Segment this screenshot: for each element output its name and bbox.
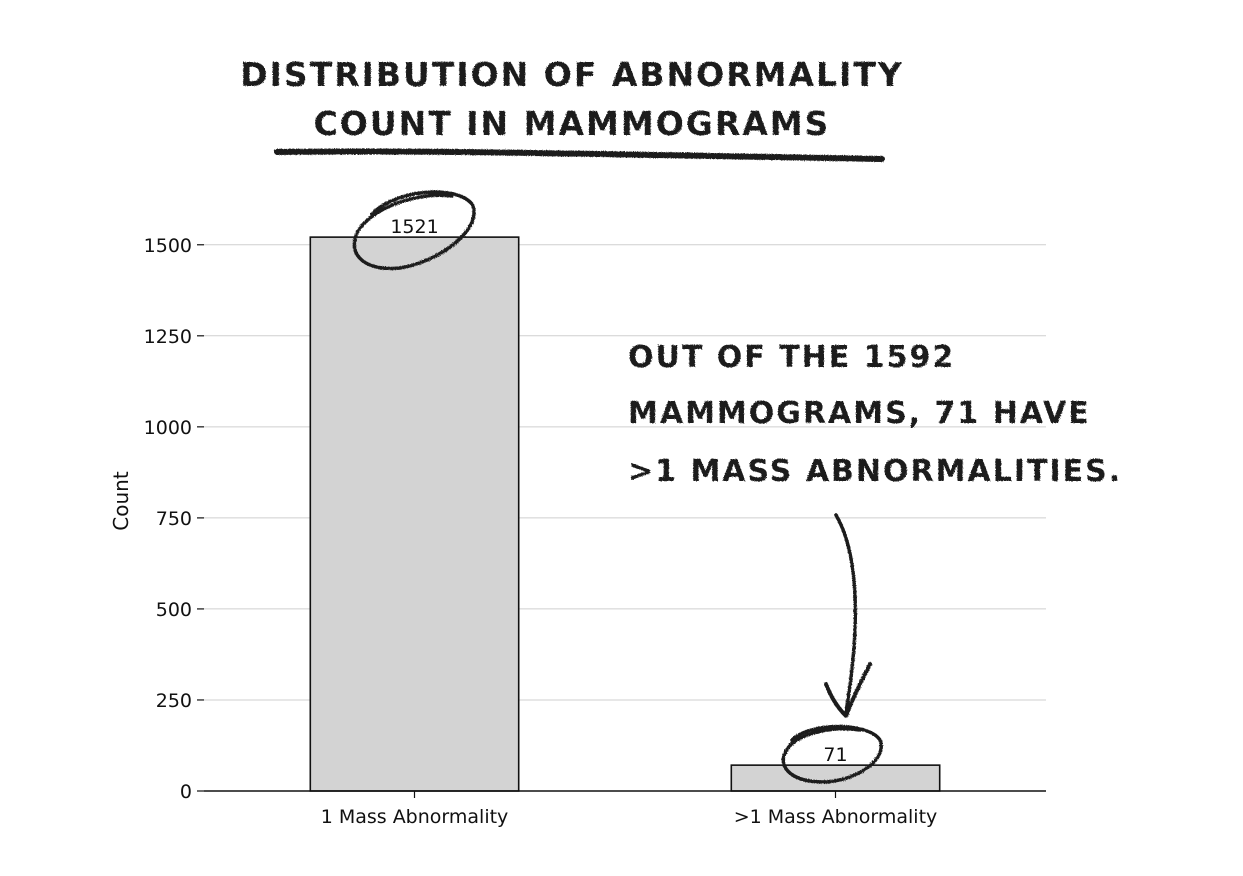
annotation-line-1: OUT OF THE 1592 (628, 340, 955, 375)
x-tick-label-1: 1 Mass Abnormality (321, 806, 509, 828)
chart-title-line-2: COUNT IN MAMMOGRAMS (314, 104, 831, 143)
y-tick-label-1000: 1000 (144, 417, 192, 439)
highlight-circle-1521 (352, 190, 476, 271)
y-axis-ticks: 0 250 500 750 1000 1250 1500 (144, 235, 204, 803)
annotation-line-2: MAMMOGRAMS, 71 HAVE (628, 396, 1091, 431)
y-axis-label: Count (109, 471, 133, 531)
x-tick-label-2: >1 Mass Abnormality (734, 806, 938, 828)
y-tick-label-250: 250 (156, 690, 192, 712)
x-axis-ticks: 1 Mass Abnormality >1 Mass Abnormality (321, 791, 938, 828)
title-underline (274, 148, 885, 162)
annotation: OUT OF THE 1592 MAMMOGRAMS, 71 HAVE >1 M… (628, 340, 1122, 718)
y-tick-label-1250: 1250 (144, 326, 192, 348)
chart-title: DISTRIBUTION OF ABNORMALITY COUNT IN MAM… (240, 55, 904, 162)
highlight-circles (352, 190, 883, 784)
data-labels: 1521 71 (390, 216, 847, 766)
bar-2 (730, 764, 941, 792)
y-tick-label-1500: 1500 (144, 235, 192, 257)
y-tick-label-750: 750 (156, 508, 192, 530)
data-label-2: 71 (823, 744, 847, 766)
highlight-circle-71 (781, 724, 883, 784)
chart-title-line-1: DISTRIBUTION OF ABNORMALITY (240, 55, 904, 94)
bars (309, 236, 941, 792)
annotation-arrow-head (824, 662, 872, 718)
y-tick-label-500: 500 (156, 599, 192, 621)
bar-1 (309, 236, 520, 792)
y-tick-label-0: 0 (180, 781, 192, 803)
annotation-arrow-shaft (834, 513, 858, 714)
data-label-1: 1521 (390, 216, 438, 238)
annotation-line-3: >1 MASS ABNORMALITIES. (628, 454, 1122, 489)
